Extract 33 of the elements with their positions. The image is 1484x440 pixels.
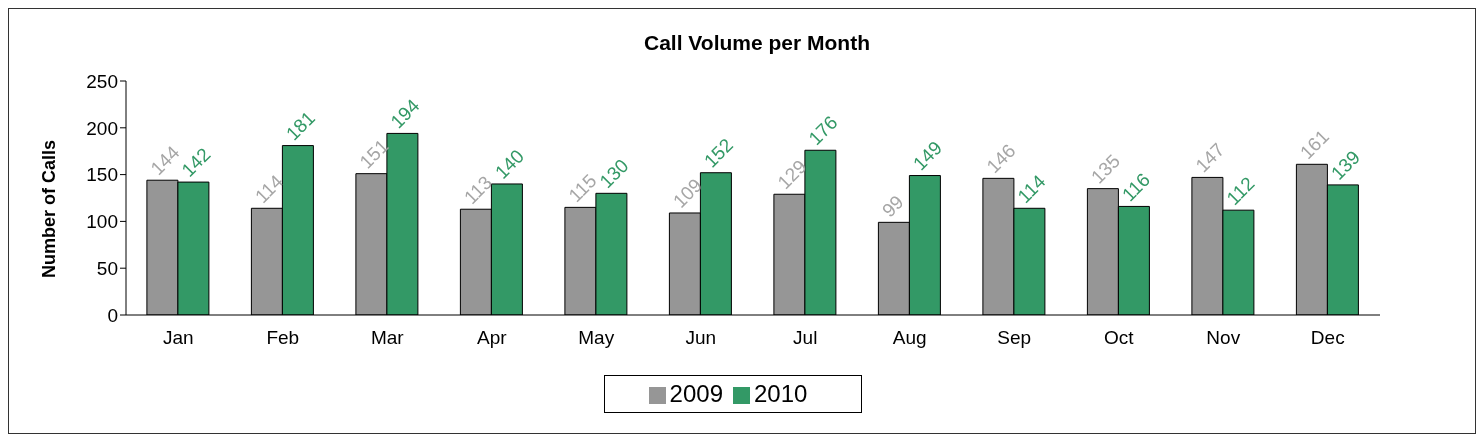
y-tick-label: 250 xyxy=(86,70,118,92)
data-label: 129 xyxy=(773,155,811,194)
data-label: 152 xyxy=(699,134,738,172)
data-label: 99 xyxy=(877,191,908,222)
data-label: 151 xyxy=(355,135,393,173)
data-label: 109 xyxy=(668,174,707,212)
data-label: 114 xyxy=(250,170,288,208)
legend-label: 2009 xyxy=(669,380,723,407)
x-tick-label: Sep xyxy=(997,327,1032,349)
x-tick-label: Jan xyxy=(162,327,194,349)
x-tick-label: Nov xyxy=(1206,327,1241,349)
x-tick-label: Apr xyxy=(476,327,508,349)
data-label: 194 xyxy=(386,94,424,133)
x-tick-label: Feb xyxy=(266,327,300,349)
legend-label: 2010 xyxy=(754,380,808,407)
x-tick-label: Dec xyxy=(1310,327,1345,349)
data-label: 149 xyxy=(908,137,947,175)
y-tick-label: 50 xyxy=(96,257,118,279)
data-label: 176 xyxy=(804,111,842,150)
data-label: 181 xyxy=(281,107,320,145)
x-tick-label: Oct xyxy=(1103,327,1135,349)
y-axis-title: Number of Calls xyxy=(39,139,60,278)
y-tick-label: 0 xyxy=(107,304,118,326)
x-tick-label: Aug xyxy=(892,327,927,349)
y-tick-label: 200 xyxy=(86,117,118,139)
y-tick-label: 100 xyxy=(86,211,118,233)
x-tick-label: Mar xyxy=(370,327,405,349)
x-tick-label: Jun xyxy=(685,327,717,349)
chart-title: Call Volume per Month xyxy=(643,31,871,55)
x-tick-label: Jul xyxy=(793,327,818,349)
x-tick-label: May xyxy=(578,327,615,349)
data-label: 144 xyxy=(146,141,184,180)
y-tick-label: 150 xyxy=(86,164,118,186)
